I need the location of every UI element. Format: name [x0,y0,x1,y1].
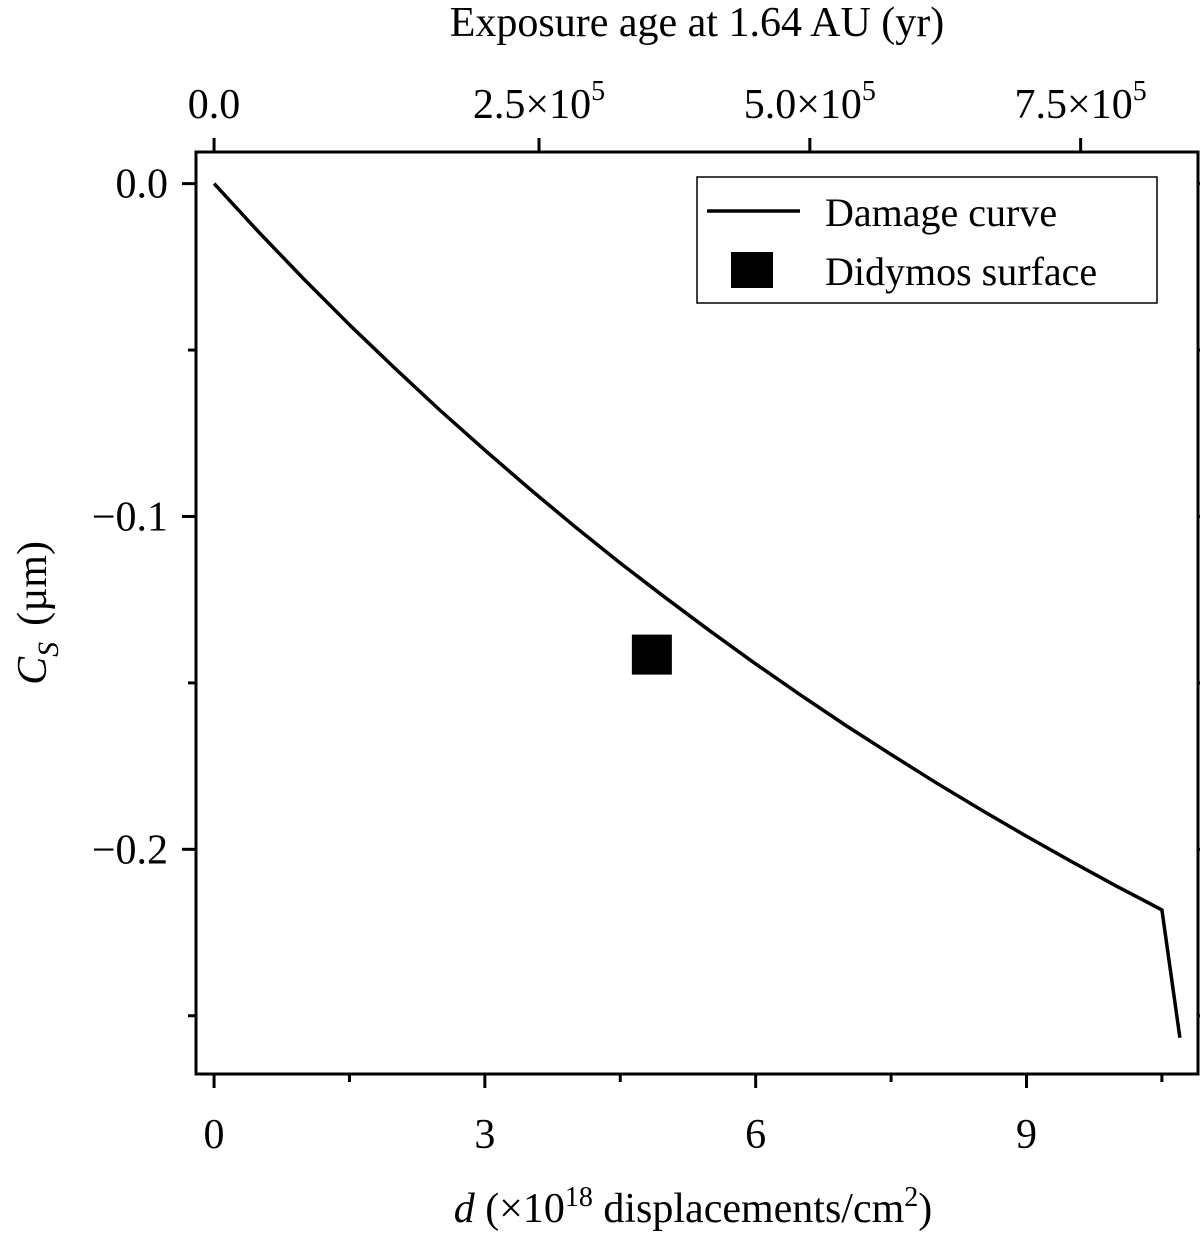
y-axis-unit: (µm) [10,541,56,626]
top-tick-label: 5.0×105 [744,76,876,128]
y-tick-label: −0.2 [92,827,168,873]
y-tick-label: −0.1 [92,494,168,540]
x-tick-labels: 0 3 6 9 [204,1112,1037,1158]
y-tick-label: 0.0 [116,162,169,208]
legend-box [696,176,1158,304]
legend-label-damage-curve: Damage curve [825,190,1057,235]
top-tick-label: 7.5×105 [1015,76,1147,128]
top-tick-labels: 0.0 2.5×105 5.0×105 7.5×105 [188,76,1147,128]
top-tick-exponent: 5 [591,76,605,107]
x-axis-exponent: 18 [565,1182,593,1213]
top-tick-mantissa: 5.0×10 [744,82,862,128]
top-tick-exponent: 5 [1133,76,1147,107]
x-axis-label-mid: displacements/cm [593,1186,905,1232]
plot-frame [194,150,1200,1076]
x-tick-label: 6 [745,1112,766,1158]
x-tick-label: 3 [474,1112,495,1158]
x-tick-label: 0 [204,1112,225,1158]
x-axis-exponent-2: 2 [904,1182,918,1213]
x-axis-variable: d [454,1186,476,1232]
top-tick-exponent: 5 [862,76,876,107]
x-axis-label-post: ) [918,1186,932,1232]
y-axis-variable: C [10,656,56,685]
damage-curve-line [212,182,1182,1038]
top-axis-title: Exposure age at 1.64 AU (yr) [450,0,945,46]
didymos-surface-marker [631,634,672,675]
top-tick-mantissa: 2.5×10 [473,82,591,128]
x-axis-label-pre: (×10 [475,1186,565,1232]
legend: Damage curve Didymos surface [696,176,1158,304]
top-tick-label: 2.5×105 [473,76,605,128]
legend-label-didymos-surface: Didymos surface [825,249,1097,294]
y-axis-title: CS (µm) [10,541,65,685]
y-tick-labels: 0.0 −0.1 −0.2 [92,162,168,874]
top-tick-label: 0.0 [188,82,241,128]
x-tick-label: 9 [1016,1112,1037,1158]
x-axis-title: d (×1018 displacements/cm2) [454,1182,933,1232]
legend-marker-swatch [731,252,773,288]
y-axis-subscript: S [32,642,65,657]
plot-content [212,182,1182,1038]
top-tick-mantissa: 7.5×10 [1015,82,1133,128]
top-tick-mantissa: 0.0 [188,82,241,128]
